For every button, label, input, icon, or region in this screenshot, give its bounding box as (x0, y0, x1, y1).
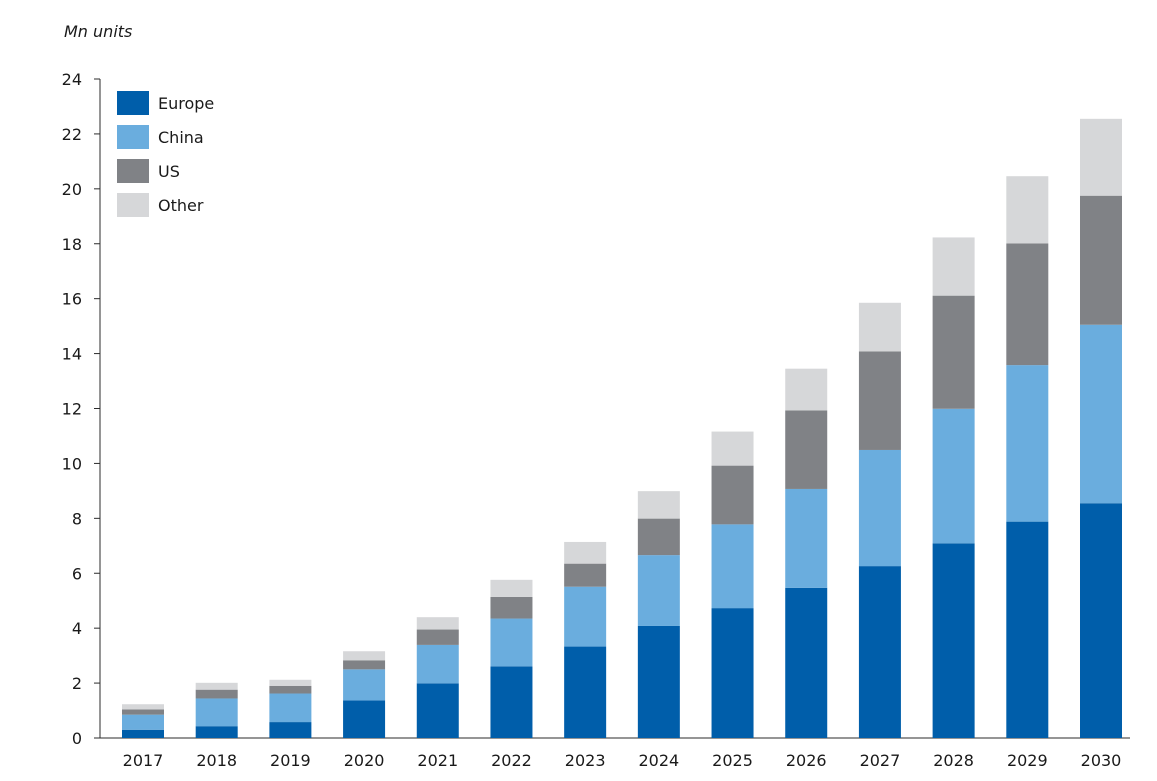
bar-segment-china-2030 (1080, 324, 1122, 504)
y-tick-label: 18 (62, 235, 82, 254)
x-tick-label: 2027 (860, 751, 901, 770)
bar-segment-other-2018 (195, 682, 238, 690)
bar-segment-us-2025 (711, 465, 754, 525)
bar-segment-other-2017 (122, 704, 164, 710)
bar-segment-us-2020 (343, 660, 386, 670)
bar-segment-europe-2027 (858, 566, 901, 738)
x-tick-label: 2025 (712, 751, 753, 770)
x-tick-label: 2018 (196, 751, 237, 770)
bar-segment-china-2025 (711, 524, 754, 609)
bar-segment-us-2026 (785, 410, 828, 489)
legend-swatch-us (117, 159, 149, 183)
bar-segment-europe-2019 (269, 722, 312, 738)
legend-label-china: China (158, 128, 204, 147)
bar-segment-china-2026 (785, 488, 828, 588)
bars (122, 118, 1122, 738)
legend: Europe China US Other (117, 91, 214, 217)
bar-segment-china-2018 (195, 698, 238, 727)
bar-segment-us-2030 (1080, 195, 1122, 325)
bar-segment-china-2023 (564, 586, 607, 647)
bar-segment-us-2024 (637, 518, 680, 556)
y-tick-label: 6 (72, 564, 82, 583)
bar-segment-europe-2017 (122, 729, 164, 738)
y-tick-label: 8 (72, 509, 82, 528)
y-tick-label: 4 (72, 619, 82, 638)
x-tick-label: 2021 (417, 751, 458, 770)
bar-segment-us-2022 (490, 596, 533, 619)
bar-segment-china-2017 (122, 714, 164, 730)
bar-segment-china-2028 (932, 408, 975, 544)
bar-segment-china-2024 (637, 555, 680, 626)
y-tick-label: 14 (62, 345, 82, 364)
bar-segment-other-2023 (564, 541, 607, 564)
legend-swatch-other (117, 193, 149, 217)
unit-label: Mn units (64, 22, 132, 41)
bar-segment-europe-2024 (637, 625, 680, 738)
bar-segment-us-2029 (1006, 243, 1049, 366)
bar-segment-us-2027 (858, 351, 901, 450)
x-tick-label: 2029 (1007, 751, 1048, 770)
bar-segment-china-2027 (858, 449, 901, 567)
bar-segment-us-2028 (932, 295, 975, 409)
bar-segment-europe-2026 (785, 587, 828, 738)
legend-label-europe: Europe (158, 94, 214, 113)
bar-segment-us-2023 (564, 563, 607, 587)
bar-segment-europe-2021 (416, 683, 459, 738)
bar-segment-other-2020 (343, 651, 386, 661)
x-tick-label: 2023 (565, 751, 606, 770)
y-tick-label: 12 (62, 400, 82, 419)
bar-segment-us-2017 (122, 709, 164, 715)
y-tick-label: 22 (62, 125, 82, 144)
bar-segment-other-2030 (1080, 118, 1122, 196)
bar-segment-other-2021 (416, 617, 459, 630)
legend-label-other: Other (158, 196, 204, 215)
bar-segment-europe-2020 (343, 700, 386, 738)
x-tick-label: 2022 (491, 751, 532, 770)
y-tick-label: 2 (72, 674, 82, 693)
bar-segment-china-2021 (416, 644, 459, 684)
bar-segment-other-2026 (785, 368, 828, 411)
y-tick-label: 16 (62, 290, 82, 309)
legend-swatch-china (117, 125, 149, 149)
bar-segment-other-2019 (269, 679, 312, 686)
y-tick-label: 0 (72, 729, 82, 748)
bar-segment-europe-2029 (1006, 521, 1049, 738)
bar-segment-other-2028 (932, 237, 975, 296)
bar-segment-europe-2022 (490, 666, 533, 738)
x-tick-label: 2026 (786, 751, 827, 770)
bar-segment-us-2019 (269, 685, 312, 694)
bar-segment-europe-2023 (564, 646, 607, 738)
bar-segment-china-2020 (343, 669, 386, 701)
x-tick-label: 2030 (1081, 751, 1122, 770)
bar-segment-other-2022 (490, 579, 533, 597)
bar-segment-other-2024 (637, 491, 680, 519)
bar-segment-us-2018 (195, 689, 238, 699)
bar-segment-europe-2028 (932, 543, 975, 738)
x-tick-label: 2017 (123, 751, 164, 770)
bar-segment-other-2027 (858, 302, 901, 352)
y-tick-label: 24 (62, 70, 82, 89)
x-tick-label: 2019 (270, 751, 311, 770)
legend-swatch-europe (117, 91, 149, 115)
bar-segment-europe-2018 (195, 726, 238, 738)
x-tick-label: 2020 (344, 751, 385, 770)
legend-label-us: US (158, 162, 180, 181)
x-tick-label: 2028 (933, 751, 974, 770)
y-tick-label: 20 (62, 180, 82, 199)
y-tick-label: 10 (62, 454, 82, 473)
bar-segment-europe-2030 (1080, 503, 1122, 738)
bar-segment-us-2021 (416, 629, 459, 645)
bar-segment-other-2025 (711, 431, 754, 466)
bar-segment-europe-2025 (711, 608, 754, 738)
x-axis: 2017 2018 2019 2020 2021 2022 2023 2024 2025 2026… (100, 737, 1130, 770)
bar-segment-china-2029 (1006, 365, 1049, 522)
x-tick-label: 2024 (638, 751, 679, 770)
bar-segment-china-2022 (490, 618, 533, 667)
bar-segment-other-2029 (1006, 176, 1049, 244)
bar-segment-china-2019 (269, 693, 312, 723)
